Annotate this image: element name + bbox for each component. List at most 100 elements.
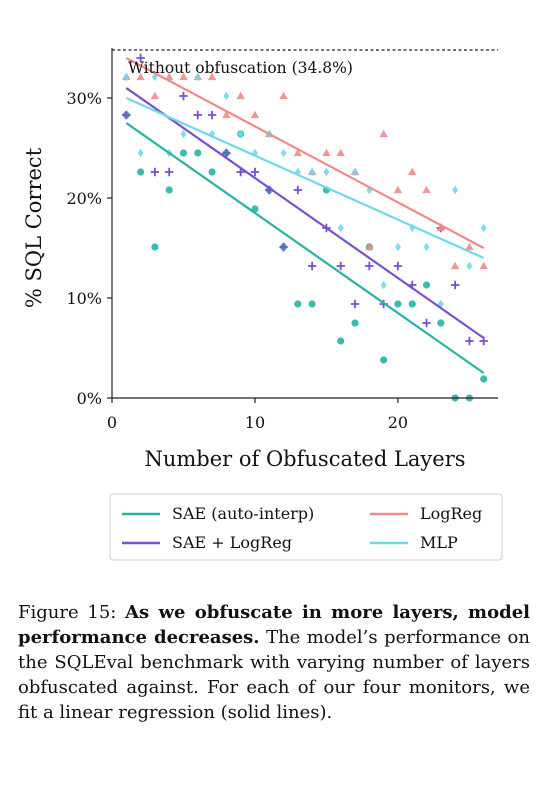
data-point — [465, 336, 474, 346]
x-tick-label: 0 — [107, 413, 117, 432]
data-point — [422, 185, 431, 194]
data-point — [194, 72, 201, 82]
fit-line-1 — [125, 87, 485, 339]
data-point — [136, 168, 145, 176]
chart: 0 10 20 0% 10% 20% 30% Without obfuscation (34… — [22, 48, 503, 561]
data-point — [393, 185, 403, 194]
data-point — [122, 110, 131, 120]
data-point — [150, 91, 160, 100]
data-point — [207, 110, 217, 120]
data-point — [151, 243, 159, 251]
series-3-points — [123, 72, 487, 309]
data-point — [423, 242, 430, 252]
data-point — [480, 375, 488, 383]
data-point — [393, 261, 403, 271]
y-axis-label: % SQL Correct — [22, 147, 46, 308]
series-0-points — [122, 111, 488, 402]
data-point — [180, 129, 187, 139]
data-point — [322, 148, 331, 157]
data-point — [352, 167, 358, 177]
data-point — [336, 148, 345, 157]
data-point — [222, 148, 231, 158]
x-axis-label: Number of Obfuscated Layers — [144, 447, 465, 471]
data-point — [280, 148, 287, 158]
ticks: 0 10 20 0% 10% 20% 30% — [66, 89, 408, 432]
data-point — [179, 72, 188, 81]
y-tick-label: 0% — [77, 389, 102, 408]
data-point — [150, 167, 160, 177]
y-tick-label: 20% — [66, 189, 102, 208]
legend-label: SAE (auto-interp) — [172, 504, 314, 523]
data-point — [422, 281, 431, 289]
data-point — [350, 299, 360, 309]
data-point — [337, 223, 344, 233]
reference-line-label: Without obfuscation (34.8%) — [128, 59, 353, 77]
data-point — [336, 261, 345, 271]
data-point — [208, 168, 216, 176]
data-point — [408, 300, 416, 308]
data-point — [365, 242, 374, 251]
fit-line-0 — [125, 122, 485, 374]
data-point — [179, 91, 188, 101]
y-tick-label: 10% — [66, 289, 102, 308]
data-point — [452, 185, 459, 195]
data-point — [307, 261, 317, 271]
data-point — [379, 129, 388, 138]
data-point — [422, 318, 431, 328]
data-point — [308, 300, 316, 308]
data-point — [223, 91, 230, 101]
data-point — [337, 337, 345, 345]
data-point — [250, 110, 260, 119]
legend-label: LogReg — [420, 504, 482, 523]
data-point — [323, 167, 330, 177]
data-point — [194, 149, 202, 157]
data-point — [450, 280, 460, 290]
data-point — [479, 336, 488, 346]
data-point — [164, 72, 174, 81]
data-point — [250, 167, 260, 177]
caption-bold: As we obfuscate in more layers, model pe… — [18, 602, 530, 648]
data-point — [365, 261, 374, 271]
data-point — [437, 319, 445, 327]
data-point — [450, 261, 460, 270]
fit-line-3 — [125, 96, 485, 260]
data-point — [309, 167, 316, 177]
series-2-points — [122, 72, 488, 270]
data-point — [137, 148, 144, 158]
caption-label: Figure 15: — [18, 602, 117, 623]
data-point — [136, 72, 145, 81]
figure-caption: Figure 15: As we obfuscate in more layer… — [18, 600, 530, 725]
data-point — [236, 91, 245, 100]
data-point — [408, 167, 417, 176]
data-point — [351, 319, 359, 327]
axes — [111, 48, 498, 399]
data-point — [293, 185, 303, 195]
data-point — [179, 149, 188, 157]
data-point — [136, 53, 145, 63]
data-point — [279, 91, 288, 100]
data-point — [436, 223, 446, 232]
data-point — [293, 148, 303, 157]
data-point — [237, 129, 244, 139]
data-point — [222, 110, 231, 119]
fit-line-2 — [125, 57, 485, 249]
data-point — [366, 185, 373, 195]
data-point — [165, 186, 173, 194]
data-point — [409, 223, 416, 233]
legend-label: SAE + LogReg — [172, 533, 292, 552]
data-point — [380, 356, 388, 364]
data-point — [479, 261, 488, 270]
data-point — [207, 72, 217, 81]
data-point — [193, 110, 202, 120]
data-point — [466, 261, 473, 271]
data-point — [164, 167, 174, 177]
plot-area — [112, 49, 498, 402]
data-point — [380, 280, 387, 290]
legend-label: MLP — [420, 533, 458, 552]
data-point — [394, 242, 401, 252]
caption-text: The model’s performance on the SQLEval b… — [18, 627, 530, 723]
data-point — [279, 242, 288, 252]
data-point — [465, 242, 474, 251]
data-point — [394, 300, 402, 308]
y-tick-label: 30% — [66, 89, 102, 108]
